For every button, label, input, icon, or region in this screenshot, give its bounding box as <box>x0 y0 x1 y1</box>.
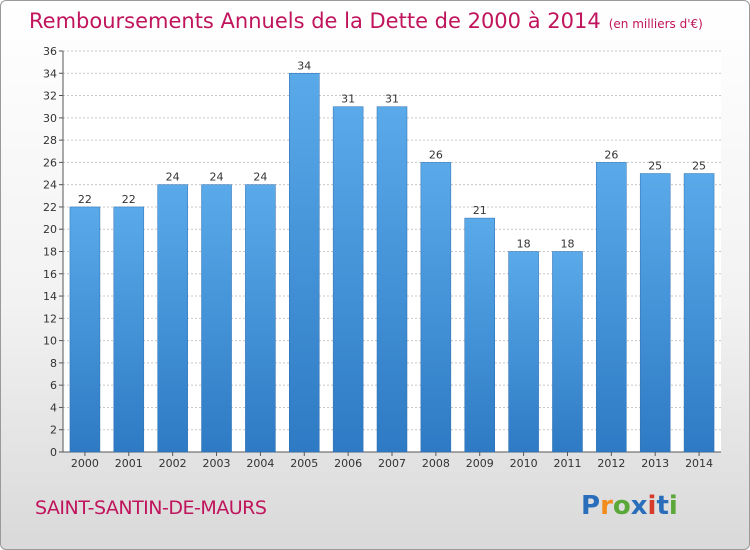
x-tick-label: 2014 <box>685 457 713 470</box>
bar-chart: 0246810121416182022242628303234362220002… <box>43 45 721 470</box>
x-tick-label: 2007 <box>378 457 406 470</box>
data-label: 26 <box>429 148 443 161</box>
proxiti-logo: Proxiti <box>581 491 678 521</box>
x-tick-label: 2012 <box>597 457 625 470</box>
data-label: 25 <box>692 160 706 173</box>
bar <box>376 106 408 453</box>
data-label: 22 <box>122 193 136 206</box>
logo-letter: o <box>612 491 631 521</box>
bar <box>201 184 232 453</box>
logo-letter: i <box>647 491 657 521</box>
y-tick-label: 0 <box>50 446 57 459</box>
data-label: 25 <box>648 160 662 173</box>
bar <box>245 184 276 453</box>
data-label: 18 <box>560 238 574 251</box>
chart-title-text: Remboursements Annuels de la Dette de 20… <box>29 9 601 33</box>
y-tick-label: 4 <box>50 401 57 414</box>
bar <box>157 184 188 453</box>
x-tick-label: 2003 <box>203 457 231 470</box>
x-tick-label: 2008 <box>422 457 450 470</box>
x-tick-label: 2013 <box>641 457 669 470</box>
data-label: 24 <box>253 171 267 184</box>
y-tick-label: 10 <box>43 335 57 348</box>
commune-name: SAINT-SANTIN-DE-MAURS <box>35 497 267 519</box>
y-tick-label: 36 <box>43 45 57 58</box>
data-label: 18 <box>517 238 531 251</box>
data-label: 21 <box>473 204 487 217</box>
y-tick-label: 34 <box>43 67 57 80</box>
bar <box>552 251 583 453</box>
y-tick-label: 28 <box>43 134 57 147</box>
data-label: 24 <box>166 171 180 184</box>
bar <box>596 162 627 453</box>
x-tick-label: 2009 <box>466 457 494 470</box>
data-label: 26 <box>604 148 618 161</box>
y-tick-label: 2 <box>50 424 57 437</box>
logo-letter: r <box>600 491 613 521</box>
data-label: 34 <box>297 59 311 72</box>
data-label: 31 <box>385 93 399 106</box>
x-tick-label: 2000 <box>71 457 99 470</box>
y-tick-label: 14 <box>43 290 57 303</box>
x-tick-label: 2004 <box>246 457 274 470</box>
bar <box>420 162 452 453</box>
y-tick-label: 30 <box>43 112 57 125</box>
y-tick-label: 16 <box>43 268 57 281</box>
y-tick-label: 24 <box>43 179 57 192</box>
y-tick-label: 8 <box>50 357 57 370</box>
x-tick-label: 2005 <box>290 457 318 470</box>
y-tick-label: 6 <box>50 379 57 392</box>
bar <box>464 217 495 453</box>
data-label: 24 <box>210 171 224 184</box>
y-tick-label: 26 <box>43 156 57 169</box>
x-tick-label: 2006 <box>334 457 362 470</box>
y-tick-label: 22 <box>43 201 57 214</box>
logo-letter: i <box>668 491 678 521</box>
x-tick-label: 2002 <box>159 457 187 470</box>
x-tick-label: 2011 <box>553 457 581 470</box>
y-tick-label: 32 <box>43 90 57 103</box>
chart-title: Remboursements Annuels de la Dette de 20… <box>29 9 703 33</box>
logo-letter: t <box>656 491 669 521</box>
x-tick-label: 2001 <box>115 457 143 470</box>
y-tick-label: 12 <box>43 312 57 325</box>
chart-subtitle: (en milliers d'€) <box>608 17 703 31</box>
data-label: 22 <box>78 193 92 206</box>
bar <box>332 106 364 453</box>
data-label: 31 <box>341 93 355 106</box>
bar <box>289 73 320 453</box>
y-tick-label: 20 <box>43 223 57 236</box>
bar <box>69 206 101 453</box>
bar <box>683 173 715 453</box>
bar <box>508 251 539 453</box>
y-tick-label: 18 <box>43 246 57 259</box>
bar <box>113 206 145 453</box>
logo-letter: x <box>630 491 648 521</box>
bar <box>639 173 671 453</box>
logo-letter: P <box>581 491 601 521</box>
x-tick-label: 2010 <box>510 457 538 470</box>
